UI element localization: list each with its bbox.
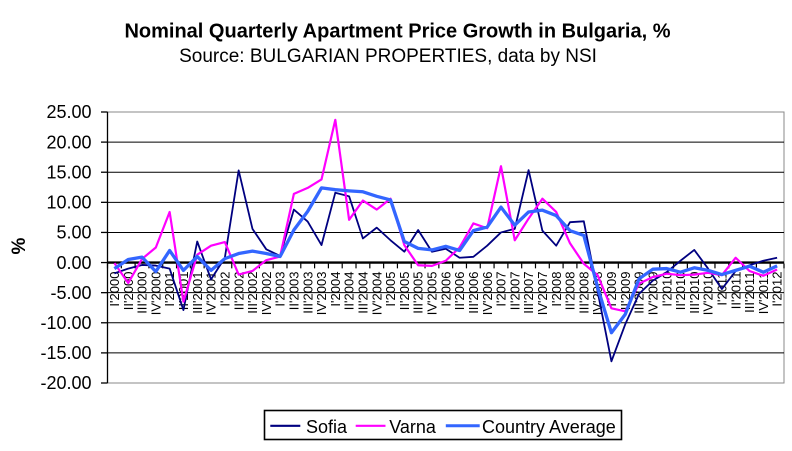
svg-text:II'2007: II'2007 [507,272,522,311]
svg-text:I'2008: I'2008 [549,272,564,307]
svg-text:II'2010: II'2010 [673,272,688,311]
svg-text:III'2003: III'2003 [300,272,315,314]
svg-text:-5.00: -5.00 [50,283,91,303]
svg-text:III'2002: III'2002 [245,272,260,314]
svg-text:II'2001: II'2001 [176,272,191,311]
svg-text:I'2009: I'2009 [604,272,619,307]
svg-text:II'2000: II'2000 [121,272,136,311]
svg-text:III'2000: III'2000 [135,272,150,314]
svg-text:I'2005: I'2005 [383,272,398,307]
svg-text:II'2011: II'2011 [728,272,743,310]
svg-text:IV'2004: IV'2004 [369,272,384,316]
svg-text:I'2002: I'2002 [217,272,232,307]
svg-text:II'2003: II'2003 [286,272,301,311]
svg-text:III'2005: III'2005 [411,272,426,314]
svg-text:IV'2005: IV'2005 [425,272,440,316]
svg-text:20.00: 20.00 [46,132,91,152]
svg-text:5.00: 5.00 [56,223,91,243]
svg-text:IV'2002: IV'2002 [259,272,274,316]
svg-text:Country Average: Country Average [482,417,616,437]
svg-text:II'2006: II'2006 [452,272,467,311]
svg-text:I'2010: I'2010 [659,272,674,307]
svg-text:II'2005: II'2005 [397,272,412,311]
svg-text:I'2007: I'2007 [494,272,509,307]
svg-text:III'2001: III'2001 [190,272,205,314]
svg-text:-15.00: -15.00 [40,343,91,363]
svg-text:I'2012: I'2012 [770,272,785,307]
svg-text:Nominal Quarterly Apartment Pr: Nominal Quarterly Apartment Price Growth… [124,21,670,43]
svg-text:I'2001: I'2001 [162,272,177,307]
svg-text:I'2004: I'2004 [328,272,343,307]
svg-text:III'2008: III'2008 [576,272,591,314]
svg-text:IV'2006: IV'2006 [480,272,495,316]
svg-text:0.00: 0.00 [56,253,91,273]
svg-text:-10.00: -10.00 [40,313,91,333]
svg-text:Varna: Varna [389,417,437,437]
svg-text:IV'2009: IV'2009 [645,272,660,316]
svg-text:IV'2000: IV'2000 [148,272,163,316]
svg-text:III'2007: III'2007 [521,272,536,314]
svg-text:II'2008: II'2008 [563,272,578,311]
svg-text:I'2006: I'2006 [438,272,453,307]
svg-text:25.00: 25.00 [46,102,91,122]
svg-text:IV'2003: IV'2003 [314,272,329,316]
svg-text:-20.00: -20.00 [40,373,91,393]
svg-text:IV'2001: IV'2001 [204,272,219,316]
svg-text:IV'2010: IV'2010 [701,272,716,316]
svg-text:III'2011: III'2011 [742,272,757,313]
svg-text:Source: BULGARIAN PROPERTIES,: Source: BULGARIAN PROPERTIES, data by NS… [179,46,597,67]
svg-text:%: % [9,238,30,255]
svg-text:IV'2011: IV'2011 [756,272,771,315]
svg-text:15.00: 15.00 [46,162,91,182]
svg-text:10.00: 10.00 [46,193,91,213]
svg-text:II'2004: II'2004 [342,272,357,311]
svg-text:II'2002: II'2002 [231,272,246,311]
svg-text:IV'2007: IV'2007 [535,272,550,316]
svg-text:III'2004: III'2004 [356,272,371,314]
svg-text:Sofia: Sofia [306,417,348,437]
svg-text:I'2000: I'2000 [107,272,122,307]
svg-text:III'2006: III'2006 [466,272,481,314]
svg-text:I'2003: I'2003 [273,272,288,307]
svg-text:III'2010: III'2010 [687,272,702,314]
